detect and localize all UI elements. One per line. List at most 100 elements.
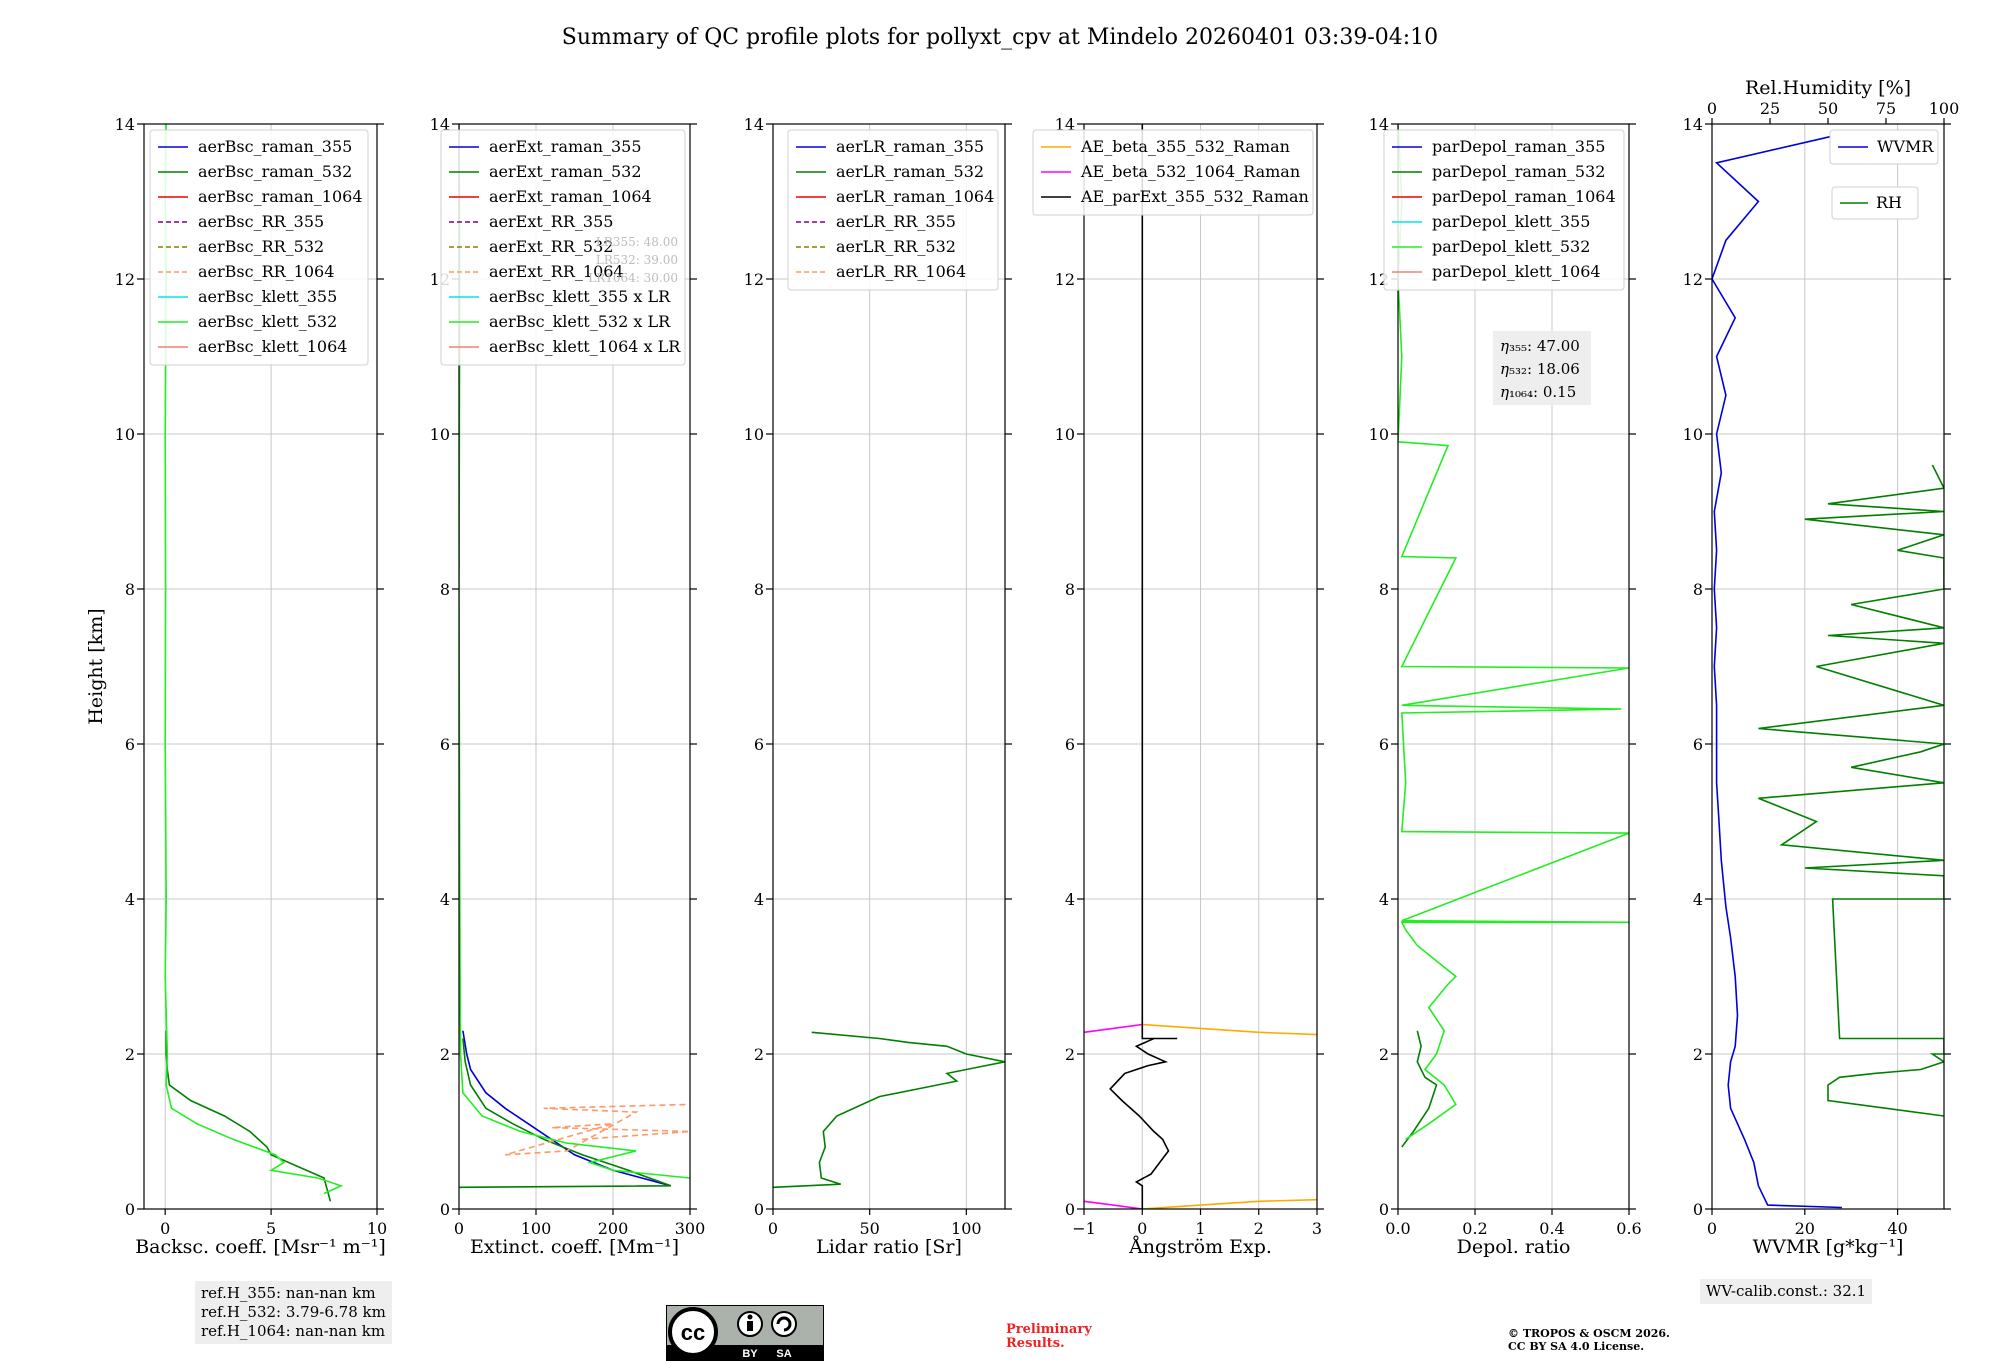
legend-label: aerExt_RR_355 <box>489 212 613 231</box>
top-x-tick-label: 100 <box>1929 99 1960 118</box>
legend-label: aerBsc_klett_1064 <box>198 337 347 356</box>
cc-icon: cc <box>681 1320 705 1345</box>
y-tick-label: 0 <box>1693 1200 1703 1219</box>
y-tick-label: 14 <box>744 115 764 134</box>
series-aerExt_RR_1064 <box>504 1103 690 1156</box>
cc-by-label: BY <box>742 1348 758 1360</box>
y-tick-label: 10 <box>744 425 764 444</box>
legend-label: aerExt_RR_1064 <box>489 262 624 281</box>
cc-sa-label: SA <box>776 1348 791 1360</box>
series-group <box>1084 124 1317 1209</box>
x-tick-label: 300 <box>675 1219 706 1238</box>
legend-box <box>1829 129 1939 165</box>
legend-label: aerExt_raman_1064 <box>489 187 652 206</box>
legend-label: parDepol_klett_1064 <box>1432 262 1601 281</box>
series-group <box>1398 124 1629 1148</box>
x-tick-label: 50 <box>859 1219 879 1238</box>
eta-label: η₅₃₂: 18.06 <box>1500 360 1580 378</box>
legend-label: aerLR_RR_355 <box>836 212 956 231</box>
legend-label: RH <box>1876 193 1902 212</box>
legend-label: aerLR_raman_1064 <box>836 187 994 206</box>
y-tick-label: 2 <box>1693 1045 1703 1064</box>
legend-label: aerExt_RR_532 <box>489 237 613 256</box>
legend-label: aerLR_raman_355 <box>836 137 984 156</box>
x-tick-label: 0 <box>454 1219 464 1238</box>
legend-backscatter: aerBsc_raman_355 aerBsc_raman_532 aerBsc_r… <box>149 129 369 366</box>
x-tick-label: 100 <box>521 1219 552 1238</box>
top-x-tick-label: 0 <box>1707 99 1717 118</box>
y-tick-label: 0 <box>1379 1200 1389 1219</box>
copyright-line-1: © TROPOS & OSCM 2026. <box>1508 1327 1670 1340</box>
preliminary-results-note: Preliminary Results. <box>1006 1323 1092 1351</box>
axes-frame <box>143 123 378 1210</box>
x-tick-label: 2 <box>1254 1219 1264 1238</box>
refh-1064: ref.H_1064: nan-nan km <box>201 1322 386 1340</box>
y-tick-label: 8 <box>1693 580 1703 599</box>
series-aerExt_raman_532 <box>459 1038 672 1189</box>
legend-label: aerBsc_klett_355 x LR <box>489 287 671 306</box>
series-AE_beta_532_1064_Raman <box>1084 1200 1143 1209</box>
legend-label: AE_parExt_355_532_Raman <box>1080 187 1309 206</box>
legend-box <box>1831 186 1919 220</box>
wv-calib-text: WV-calib.const.: 32.1 <box>1706 1282 1867 1300</box>
series-group <box>164 124 344 1202</box>
x-tick-label: 0.2 <box>1462 1219 1487 1238</box>
legend-label: parDepol_raman_355 <box>1432 137 1605 156</box>
series-group <box>773 1031 1005 1189</box>
eta-label: η₃₅₅: 47.00 <box>1500 337 1580 355</box>
legend-label: aerBsc_RR_1064 <box>198 262 334 281</box>
legend-label: aerBsc_klett_355 <box>198 287 337 306</box>
y-tick-label: 2 <box>754 1045 764 1064</box>
y-tick-label: 10 <box>1055 425 1075 444</box>
cc-by-sa-logo: cc BY SA <box>666 1305 824 1361</box>
legend-label: aerBsc_raman_355 <box>198 137 352 156</box>
x-tick-label: 3 <box>1312 1219 1322 1238</box>
y-tick-label: 0 <box>754 1200 764 1219</box>
x-axis-label: Extinct. coeff. [Mm⁻¹] <box>470 1236 679 1258</box>
y-tick-label: 6 <box>1065 735 1075 754</box>
x-tick-label: 0 <box>1137 1219 1147 1238</box>
legend-depol: parDepol_raman_355 parDepol_raman_532 parD… <box>1383 129 1625 291</box>
x-tick-label: 0.0 <box>1385 1219 1410 1238</box>
x-tick-label: 1 <box>1195 1219 1205 1238</box>
y-tick-label: 4 <box>1065 890 1075 909</box>
x-tick-label: 5 <box>266 1219 276 1238</box>
series-aerExt_raman_355 <box>462 1030 672 1187</box>
wv-calib-box: WV-calib.const.: 32.1 <box>1700 1279 1873 1304</box>
reference-height-box: ref.H_355: nan-nan km ref.H_532: 3.79-6.… <box>195 1281 392 1344</box>
y-tick-label: 6 <box>440 735 450 754</box>
axes-frame <box>1397 123 1630 1210</box>
y-tick-label: 8 <box>440 580 450 599</box>
lr-annotation: LR532: 39.00 <box>596 253 678 267</box>
y-tick-label: 6 <box>125 735 135 754</box>
y-tick-label: 10 <box>1369 425 1389 444</box>
series-parDepol_raman_532 <box>1401 1030 1438 1148</box>
x-tick-label: 40 <box>1887 1219 1907 1238</box>
legend-box <box>149 129 369 366</box>
legend-label: parDepol_klett_532 <box>1432 237 1590 256</box>
legend-label: aerBsc_klett_532 <box>198 312 337 331</box>
top-x-tick-label: 50 <box>1818 99 1838 118</box>
series-WVMR <box>1712 131 1852 1209</box>
legend-label: AE_beta_532_1064_Raman <box>1080 162 1300 181</box>
legend-box <box>787 129 999 291</box>
y-tick-label: 14 <box>430 115 450 134</box>
y-tick-label: 4 <box>754 890 764 909</box>
x-tick-label: 0 <box>1707 1219 1717 1238</box>
series-group <box>459 124 690 1189</box>
series-AE_parExt_355_532_Raman <box>1109 124 1178 1209</box>
y-tick-label: 10 <box>115 425 135 444</box>
y-tick-label: 14 <box>1055 115 1075 134</box>
y-tick-label: 8 <box>1379 580 1389 599</box>
series-AE_beta_532_1064_Raman_upper <box>1084 1023 1143 1034</box>
legend-label: aerBsc_klett_532 x LR <box>489 312 671 331</box>
eta-box-bg <box>1493 331 1591 405</box>
legend-label: aerExt_raman_355 <box>489 137 642 156</box>
y-tick-label: 6 <box>1693 735 1703 754</box>
y-tick-label: 14 <box>115 115 135 134</box>
refh-355: ref.H_355: nan-nan km <box>201 1284 376 1302</box>
